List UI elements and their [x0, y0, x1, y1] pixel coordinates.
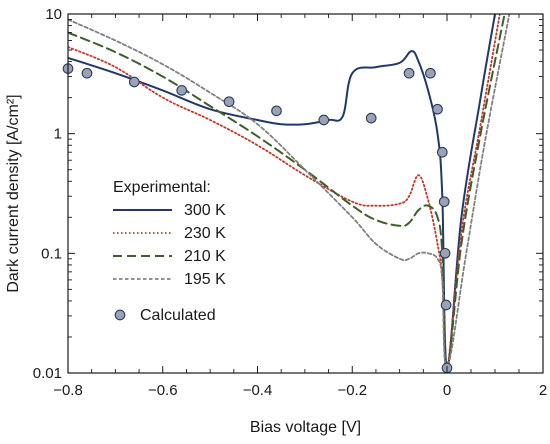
legend-label: 195 K	[184, 271, 226, 288]
y-axis-title: Dark current density [A/cm²]	[5, 94, 22, 292]
calculated-point	[271, 105, 282, 117]
calculated-point	[128, 76, 140, 88]
x-axis-title: Bias voltage [V]	[250, 419, 361, 436]
series-line-230-k	[68, 14, 501, 370]
calculated-point	[365, 112, 377, 124]
calculated-point	[425, 67, 436, 79]
calculated-point	[438, 196, 450, 208]
legend: Experimental: 300 K 230 K 210 K 195 K Calcula…	[113, 179, 226, 324]
legend-label: 210 K	[184, 248, 226, 265]
calculated-point	[176, 85, 188, 96]
axes-layer: −0.8 −0.6 −0.4 −0.2 0 2 0.01 0.1 1 10	[33, 6, 547, 399]
calculated-point	[223, 96, 235, 108]
y-tick-label: 10	[45, 6, 62, 23]
series-line-195-k	[68, 14, 511, 369]
calculated-point	[81, 67, 93, 79]
calculated-point	[440, 299, 452, 311]
x-tick-label: −0.6	[148, 382, 178, 399]
legend-label: 230 K	[184, 225, 226, 242]
x-tick-label: −0.2	[337, 382, 367, 399]
legend-label: Calculated	[140, 307, 216, 324]
calculated-point	[436, 146, 448, 158]
y-tick-label: 1	[54, 126, 62, 143]
calculated-point	[318, 114, 330, 126]
x-tick-label: −0.4	[243, 382, 273, 399]
y-tick-label: 0.1	[41, 245, 62, 262]
calculated-point	[432, 103, 443, 115]
series-layer	[68, 14, 511, 370]
markers-layer	[62, 63, 453, 374]
series-line-210-k	[68, 14, 506, 370]
legend-label: 300 K	[184, 202, 226, 219]
x-tick-label: 2	[539, 382, 547, 399]
x-tick-label: −0.8	[53, 382, 83, 399]
legend-marker	[114, 309, 126, 321]
plot-frame	[67, 13, 544, 374]
calculated-point	[439, 247, 451, 259]
legend-title: Experimental:	[113, 179, 211, 196]
x-tick-label: 0	[443, 382, 451, 399]
y-tick-label: 0.01	[33, 365, 62, 382]
calculated-point	[403, 67, 415, 79]
